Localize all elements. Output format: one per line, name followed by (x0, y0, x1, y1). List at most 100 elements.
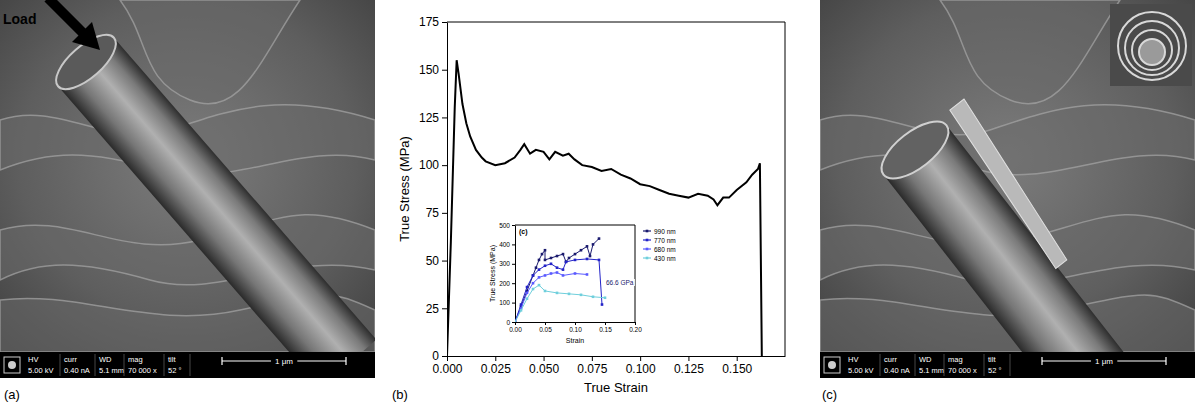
marker (589, 255, 592, 258)
tick: 50 (426, 254, 447, 268)
marker (556, 255, 559, 258)
tick-label: 0 (432, 349, 439, 363)
legend-label: 990 nm (654, 228, 676, 235)
scale-bar-label: 1 μm (1095, 357, 1113, 366)
marker (586, 258, 589, 261)
legend-swatch (646, 257, 649, 260)
marker (565, 261, 568, 264)
marker (586, 245, 589, 248)
tick-mark (688, 356, 689, 361)
tick-label: 100 (419, 158, 439, 172)
tick-label: 0.025 (481, 362, 511, 376)
tick-mark (592, 356, 593, 361)
tick-mark (512, 264, 515, 265)
marker (515, 321, 516, 322)
info-bar: HVcurrWDmagtilt5.00 kV0.40 nA5.1 mm70 00… (0, 352, 375, 378)
tick-mark (512, 225, 515, 226)
top-view-inset (1110, 4, 1192, 86)
info-value: 5.00 kV (28, 366, 53, 375)
scale-bar-label: 1 μm (275, 357, 293, 366)
tick-mark (635, 322, 636, 325)
marker (565, 261, 568, 264)
info-value: 52 ° (168, 366, 181, 375)
frame (515, 225, 635, 226)
tick-label: 0.100 (626, 362, 656, 376)
tick: 0.100 (626, 356, 656, 376)
marker (544, 259, 547, 262)
separator (164, 354, 165, 376)
marker (541, 253, 544, 256)
y-axis-title: True Stress (MPa) (397, 136, 412, 242)
load-label: Load (3, 11, 36, 27)
logo (828, 361, 836, 369)
info-value: 52 ° (988, 366, 1001, 375)
panel-label: (c) (822, 387, 837, 402)
marker (598, 237, 601, 240)
tick-label: 200 (499, 280, 510, 287)
info-label: HV (28, 355, 38, 364)
image-area (0, 0, 375, 352)
scale-bar-end (1041, 357, 1042, 365)
y-axis-title: True Stress (MPa) (489, 245, 497, 302)
marker (562, 268, 565, 271)
tick-label: 0.15 (599, 326, 612, 333)
info-value: 5.00 kV (848, 366, 873, 375)
separator (95, 354, 96, 376)
marker (568, 293, 571, 296)
load-arrow (48, 0, 84, 34)
info-value: 5.1 mm (99, 366, 124, 375)
tick-mark (640, 356, 641, 361)
tick-mark (512, 244, 515, 245)
scale-label-patch (1091, 357, 1117, 366)
tick: 0.20 (629, 322, 642, 333)
marker (532, 274, 535, 277)
legend-label: 430 nm (654, 255, 676, 262)
tick-mark (495, 356, 496, 361)
tick-mark (442, 165, 447, 166)
tick-mark (442, 117, 447, 118)
tick: 0 (432, 349, 447, 363)
marker (562, 253, 565, 256)
panel-label: (c) (519, 228, 528, 236)
tick-label: 0.05 (539, 326, 552, 333)
separator (1010, 354, 1011, 376)
tick: 100 (419, 158, 447, 172)
tick: 125 (419, 111, 447, 125)
tick: 0.05 (539, 322, 552, 333)
legend-swatch (646, 230, 649, 233)
info-value: 70 000 x (948, 366, 977, 375)
pillar (872, 93, 1191, 352)
info-bar-background (820, 352, 1195, 378)
surface-ridge (820, 105, 1195, 175)
plot-background (515, 225, 635, 322)
axis-line (448, 356, 786, 357)
frame (447, 22, 785, 23)
tick-label: 0.125 (674, 362, 704, 376)
tick-label: 0.150 (722, 362, 752, 376)
tick-mark (512, 303, 515, 304)
marker (556, 271, 559, 274)
separator (984, 354, 985, 376)
panel-label: (a) (4, 387, 20, 402)
tick-label: 400 (499, 241, 510, 248)
info-label: WD (919, 355, 932, 364)
frame (785, 22, 786, 356)
slip-lamella (939, 99, 1081, 268)
series-line (515, 239, 599, 322)
tick-label: 0.00 (509, 326, 522, 333)
tick-label: 100 (499, 299, 510, 306)
logo (8, 361, 16, 369)
marker (532, 274, 535, 277)
tick: 200 (499, 280, 515, 287)
tick-label: 0.20 (629, 326, 642, 333)
tick-label: 0.000 (432, 362, 462, 376)
marker (601, 303, 604, 306)
info-value: 0.40 nA (64, 366, 90, 375)
tick: 0.00 (509, 322, 522, 333)
x-axis: 0.000.050.100.150.20 (509, 322, 642, 333)
tick-label: 50 (426, 254, 440, 268)
marker (515, 321, 516, 322)
marker (535, 266, 538, 269)
marker (544, 274, 547, 277)
marker (538, 268, 541, 271)
